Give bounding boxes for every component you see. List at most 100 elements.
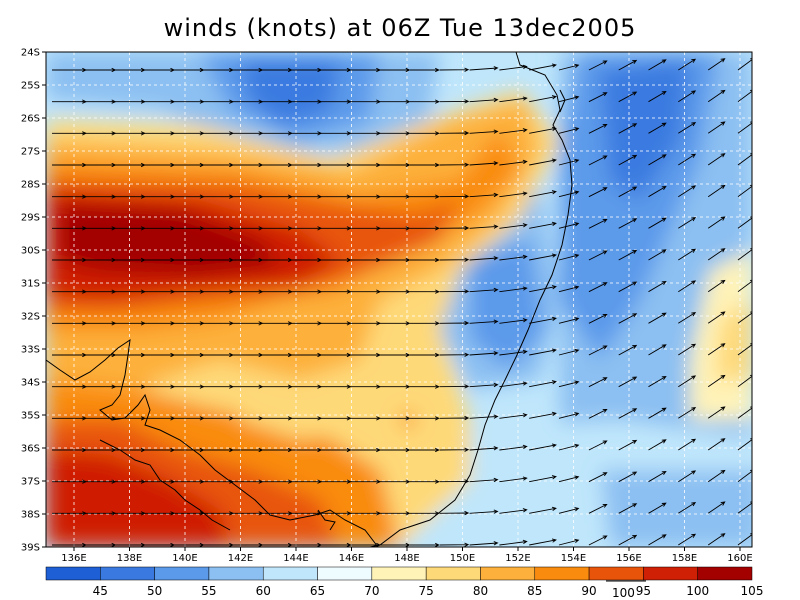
wind-vector-arrow bbox=[678, 375, 697, 388]
longitude-label: 142E bbox=[228, 553, 253, 564]
wind-vector-arrow bbox=[707, 216, 726, 229]
latitude-label: 30S bbox=[21, 246, 40, 257]
wind-vector-arrow bbox=[409, 511, 440, 516]
wind-vector-arrow bbox=[648, 344, 667, 356]
wind-vector-arrow bbox=[618, 218, 638, 229]
wind-vector-arrow bbox=[499, 191, 528, 198]
wind-vector-arrow bbox=[558, 190, 580, 198]
wind-vector-arrow bbox=[588, 282, 608, 293]
wind-vector-arrow bbox=[499, 444, 528, 451]
wind-vector-arrow bbox=[588, 313, 608, 324]
wind-vector-arrow bbox=[678, 153, 697, 166]
wind-vector-arrow bbox=[648, 534, 667, 546]
wind-vector-arrow bbox=[707, 533, 726, 546]
wind-vector-arrow bbox=[558, 158, 580, 166]
wind-vector-arrow bbox=[707, 311, 726, 324]
wind-vector-arrow bbox=[409, 99, 440, 104]
wind-vector-arrow bbox=[648, 407, 667, 419]
wind-vector-arrow bbox=[439, 257, 470, 262]
longitude-label: 158E bbox=[672, 553, 697, 564]
wind-vector-arrow bbox=[648, 59, 667, 71]
wind-vector-arrow bbox=[558, 63, 580, 71]
latitude-label: 32S bbox=[21, 312, 40, 323]
colorbar-label: 65 bbox=[310, 584, 325, 598]
reference-vector-label: 100 bbox=[612, 586, 635, 600]
latitude-label: 37S bbox=[21, 477, 40, 488]
wind-vector-arrow bbox=[380, 384, 411, 389]
wind-vector-arrow bbox=[350, 479, 382, 484]
colorbar-swatch bbox=[697, 566, 753, 581]
wind-vector-arrow bbox=[409, 289, 440, 294]
wind-vector-arrow bbox=[678, 312, 697, 324]
latitude-label: 38S bbox=[21, 510, 40, 521]
longitude-label: 152E bbox=[505, 553, 530, 564]
wind-vector-arrow bbox=[618, 91, 638, 103]
wind-vector-arrow bbox=[499, 508, 528, 514]
wind-vector-arrow bbox=[648, 249, 667, 261]
wind-vector-arrow bbox=[499, 64, 528, 71]
wind-vector-arrow bbox=[499, 286, 528, 293]
wind-vector-arrow bbox=[678, 438, 697, 451]
wind-vector-arrow bbox=[469, 287, 499, 293]
wind-vector-arrow bbox=[350, 384, 382, 389]
wind-vector-arrow bbox=[707, 58, 726, 71]
wind-vector-arrow bbox=[350, 257, 382, 263]
colorbar-swatch bbox=[262, 566, 318, 581]
wind-vector-arrow bbox=[529, 316, 557, 324]
longitude-label: 154E bbox=[561, 553, 586, 564]
plot-frame bbox=[45, 51, 753, 548]
wind-vector-arrow bbox=[469, 319, 499, 324]
colorbar-swatch bbox=[317, 566, 373, 581]
longitude-axis: 136E 138E 140E 142E 144E 146E 148E 150E 152E 154E… bbox=[61, 547, 753, 564]
wind-vector-arrow bbox=[499, 413, 528, 419]
wind-vector-arrow bbox=[499, 381, 528, 388]
latitude-label: 35S bbox=[21, 411, 40, 422]
wind-vector-arrow bbox=[529, 443, 557, 451]
wind-vector-arrow bbox=[529, 95, 557, 103]
wind-vector-arrow bbox=[588, 92, 608, 103]
colorbar-swatch bbox=[588, 566, 644, 581]
wind-vector-arrow bbox=[439, 447, 470, 452]
wind-vector-arrow bbox=[439, 130, 470, 136]
wind-vector-arrow bbox=[648, 439, 667, 451]
wind-vector-arrow bbox=[439, 320, 470, 326]
wind-vector-arrow bbox=[588, 218, 608, 229]
wind-vector-arrow bbox=[707, 406, 726, 419]
wind-vector-arrow bbox=[618, 471, 638, 483]
colorbar-swatch bbox=[425, 566, 481, 581]
wind-speed-fill bbox=[46, 52, 752, 547]
wind-vector-arrow bbox=[380, 542, 411, 547]
wind-vector-arrow bbox=[499, 476, 528, 483]
wind-vector-arrow bbox=[409, 226, 440, 231]
wind-vector-arrow bbox=[499, 349, 528, 356]
latitude-label: 24S bbox=[21, 48, 40, 59]
wind-vector-arrow bbox=[439, 352, 470, 357]
wind-vector-arrow bbox=[409, 542, 440, 547]
wind-vector-arrow bbox=[618, 408, 638, 419]
wind-vector-arrow bbox=[529, 253, 557, 261]
wind-vector-arrow bbox=[588, 155, 608, 166]
wind-vector-arrow bbox=[558, 253, 580, 261]
wind-vector-arrow bbox=[350, 321, 382, 326]
wind-vector-arrow bbox=[409, 321, 440, 326]
colorbar-swatch bbox=[643, 566, 698, 581]
colorbar-label: 45 bbox=[93, 584, 108, 598]
wind-vector-arrow bbox=[648, 90, 667, 103]
wind-vector-arrow bbox=[350, 447, 382, 453]
longitude-label: 146E bbox=[339, 553, 364, 564]
wind-vector-arrow bbox=[499, 539, 528, 546]
wind-vector-arrow bbox=[469, 224, 499, 229]
wind-vector-arrow bbox=[350, 542, 382, 547]
wind-vector-arrow bbox=[439, 289, 470, 294]
wind-vector-arrow bbox=[529, 506, 557, 514]
latitude-label: 33S bbox=[21, 345, 40, 356]
wind-vector-arrow bbox=[439, 415, 470, 421]
wind-vector-arrow bbox=[558, 222, 580, 229]
wind-vector-arrow bbox=[618, 186, 638, 198]
wind-vector-arrow bbox=[469, 382, 499, 388]
wind-vector-arrow bbox=[439, 479, 470, 484]
wind-vector-arrow bbox=[380, 99, 411, 104]
wind-vectors bbox=[52, 58, 752, 547]
wind-vector-arrow bbox=[618, 59, 638, 71]
wind-vector-arrow bbox=[707, 374, 726, 388]
